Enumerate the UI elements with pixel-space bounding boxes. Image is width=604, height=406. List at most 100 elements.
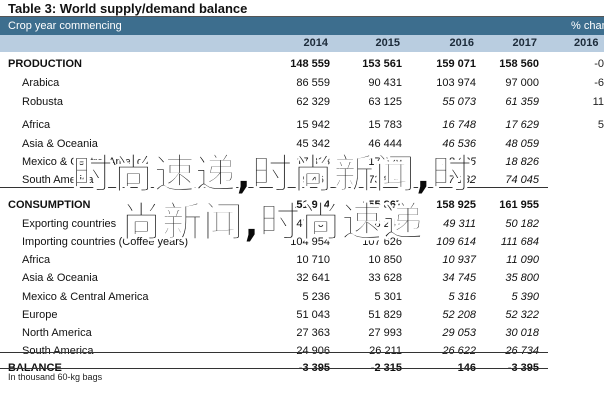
year-2016: 2016 xyxy=(449,37,474,49)
value-cell-2016: 34 745 xyxy=(442,272,476,284)
value-cell-2017: 61 359 xyxy=(505,96,539,108)
value-cell-2016: 29 053 xyxy=(442,327,476,339)
row-label: Asia & Oceania xyxy=(22,272,98,284)
value-cell-2016: 52 208 xyxy=(442,309,476,321)
value-cell-2016: 159 071 xyxy=(436,58,476,70)
value-cell-2014: 69 460 xyxy=(296,174,330,186)
table-footer: In thousand 60-kg bags xyxy=(0,369,604,385)
value-cell-2016: 26 622 xyxy=(442,345,476,357)
value-cell-2017: 50 182 xyxy=(505,218,539,230)
section-row: PRODUCTION 148 559 153 561 159 071 158 560 -0 xyxy=(0,55,604,74)
row-label: Importing countries (Coffee years) xyxy=(22,236,189,248)
value-cell-2017: 52 322 xyxy=(505,309,539,321)
value-cell-2017: 26 734 xyxy=(505,345,539,357)
value-cell-2015: 17 529 xyxy=(368,156,402,168)
value-cell-2017: 35 800 xyxy=(505,272,539,284)
value-cell-2015: 63 125 xyxy=(368,96,402,108)
value-cell-2014: 47 000 xyxy=(296,218,330,230)
section-divider xyxy=(0,187,548,188)
value-cell-2016: 49 311 xyxy=(443,218,476,230)
value-cell-2015: 15 783 xyxy=(368,119,402,131)
table-title: Table 3: World supply/demand balance xyxy=(8,0,247,17)
row-label: Robusta xyxy=(22,96,63,108)
value-cell-2017: 111 684 xyxy=(500,236,539,248)
table-row: Asia & Oceania 32 641 33 628 34 745 35 800 xyxy=(0,269,604,288)
table-number: Table 3: xyxy=(8,1,57,16)
row-label: CONSUMPTION xyxy=(8,199,91,211)
value-cell-2015: 27 993 xyxy=(368,327,402,339)
pct-change-cell: -0 xyxy=(594,58,604,70)
value-cell-2016: 77 182 xyxy=(442,174,476,186)
section-divider xyxy=(0,352,548,353)
value-cell-2017: 17 629 xyxy=(505,119,539,131)
value-cell-2015: 90 431 xyxy=(368,77,402,89)
value-cell-2016: 109 614 xyxy=(436,236,476,248)
value-cell-2015: 48 241 xyxy=(368,218,402,230)
value-cell-2014: 10 710 xyxy=(296,254,330,266)
top-rule xyxy=(0,16,604,17)
row-label: Africa xyxy=(22,254,51,266)
value-cell-2014: 86 559 xyxy=(296,77,330,89)
table-row: Exporting countries 47 000 48 241 49 311 50 … xyxy=(0,215,604,234)
table-row: Africa 15 942 15 783 16 748 17 629 5 xyxy=(0,116,604,135)
table-row: Mexico & Central America 17 818 17 529 18 6… xyxy=(0,153,604,172)
row-label: South America xyxy=(22,345,94,357)
pct-change-cell: -6 xyxy=(594,77,604,89)
table-title-text: World supply/demand balance xyxy=(56,1,248,16)
value-cell-2017: 74 045 xyxy=(505,174,539,186)
value-cell-2015: 51 829 xyxy=(368,309,402,321)
row-label: Asia & Oceania xyxy=(22,138,98,150)
table-row: Robusta 62 329 63 125 55 073 61 359 11 xyxy=(0,93,604,112)
row-label: Exporting countries xyxy=(22,218,117,230)
value-cell-2017: 161 955 xyxy=(499,199,539,211)
row-label: North America xyxy=(22,327,92,339)
value-cell-2015: 33 628 xyxy=(368,272,402,284)
value-cell-2017: 30 018 xyxy=(505,327,539,339)
watermark-line-2: 尚新闻,时尚速递 xyxy=(120,198,424,247)
table-row: Asia & Oceania 45 342 46 444 46 536 48 059 xyxy=(0,135,604,154)
crop-year-label: Crop year commencing xyxy=(8,20,122,32)
value-cell-2014: 24 906 xyxy=(296,345,330,357)
value-cell-2015: 5 301 xyxy=(374,291,402,303)
value-cell-2016: 55 073 xyxy=(442,96,476,108)
value-cell-2014: 148 559 xyxy=(290,58,330,70)
value-cell-2017: 18 826 xyxy=(505,156,539,168)
watermark-line-1: 时尚速递,时尚新闻,时 xyxy=(71,150,473,199)
table-row: Africa 10 710 10 850 10 937 11 090 xyxy=(0,251,604,270)
value-cell-2014: 5 236 xyxy=(302,291,330,303)
value-cell-2017: 97 000 xyxy=(505,77,539,89)
year-2015: 2015 xyxy=(375,37,400,49)
value-cell-2014: 17 818 xyxy=(296,156,330,168)
value-cell-2017: 11 090 xyxy=(506,254,539,266)
value-cell-2016: 10 937 xyxy=(442,254,476,266)
table-row: Arabica 86 559 90 431 103 974 97 000 -6 xyxy=(0,74,604,93)
row-label: Arabica xyxy=(22,77,60,89)
bottom-rule xyxy=(0,368,548,369)
row-label: Europe xyxy=(22,309,58,321)
value-cell-2016: 18 605 xyxy=(442,156,476,168)
value-cell-2014: 32 641 xyxy=(296,272,330,284)
table-row: Europe 51 043 51 829 52 208 52 322 xyxy=(0,306,604,325)
header-band: Crop year commencing % chan xyxy=(0,17,604,35)
value-cell-2014: 104 954 xyxy=(290,236,330,248)
row-label: PRODUCTION xyxy=(8,58,82,70)
row-label: Mexico & Central America xyxy=(22,291,149,303)
pct-change-cell: 11 xyxy=(592,96,604,108)
value-cell-2015: 107 626 xyxy=(362,236,402,248)
value-cell-2016: 5 316 xyxy=(448,291,476,303)
pct-change-cell: 5 xyxy=(597,119,604,131)
table-row: Mexico & Central America 5 236 5 301 5 316 5… xyxy=(0,288,604,307)
section-row: CONSUMPTION 151 954 155 867 158 925 161 955 xyxy=(0,196,604,215)
table-row: North America 27 363 27 993 29 053 30 018 xyxy=(0,324,604,343)
row-label: South America xyxy=(22,174,94,186)
table-row: South America 69 460 73 805 77 182 74 045 xyxy=(0,171,604,190)
value-cell-2014: 151 954 xyxy=(290,199,330,211)
value-cell-2015: 26 211 xyxy=(369,345,402,357)
row-label: Africa xyxy=(22,119,51,131)
value-cell-2015: 153 561 xyxy=(362,58,402,70)
value-cell-2017: 5 390 xyxy=(511,291,539,303)
value-cell-2017: 48 059 xyxy=(505,138,539,150)
value-cell-2015: 155 867 xyxy=(362,199,402,211)
pct-year: 2016 xyxy=(574,37,599,49)
units-note: In thousand 60-kg bags xyxy=(8,372,103,382)
